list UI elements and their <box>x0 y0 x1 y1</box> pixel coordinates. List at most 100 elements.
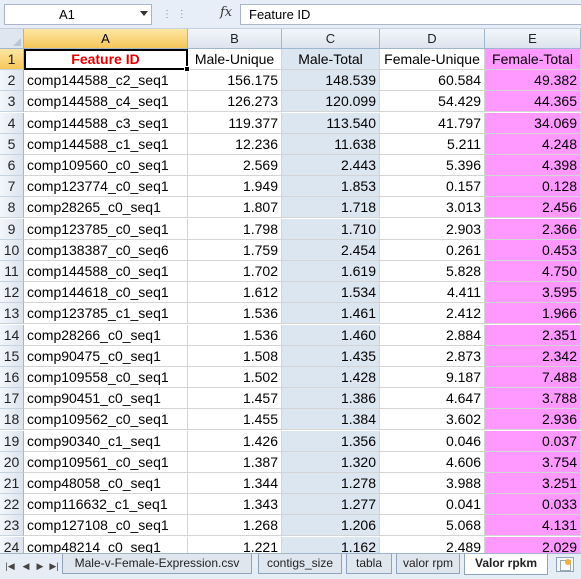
table-cell[interactable]: 126.273 <box>188 91 282 113</box>
table-cell[interactable]: 2.029 <box>485 536 581 558</box>
prev-sheet-icon[interactable]: ◀ <box>22 561 30 571</box>
table-cell[interactable]: 1.798 <box>188 218 282 240</box>
table-cell[interactable]: 1.343 <box>188 494 282 516</box>
table-cell[interactable]: 1.949 <box>188 176 282 198</box>
row-header[interactable]: 3 <box>0 91 24 113</box>
table-cell[interactable]: 0.261 <box>380 239 485 261</box>
table-cell[interactable]: 4.398 <box>485 155 581 176</box>
table-cell[interactable]: 3.602 <box>380 409 485 431</box>
sheet-tab[interactable]: Valor rpkm <box>464 554 548 575</box>
table-cell[interactable]: 5.211 <box>380 133 485 155</box>
row-header[interactable]: 9 <box>0 218 24 240</box>
table-cell[interactable]: 1.759 <box>188 239 282 261</box>
table-cell[interactable]: 113.540 <box>282 112 380 134</box>
table-cell[interactable]: 5.828 <box>380 261 485 282</box>
table-cell[interactable]: 1.426 <box>188 430 282 452</box>
row-header[interactable]: 10 <box>0 239 24 261</box>
table-cell[interactable]: 44.365 <box>485 91 581 113</box>
row-header[interactable]: 21 <box>0 473 24 494</box>
row-header[interactable]: 19 <box>0 430 24 452</box>
column-header-b[interactable]: B <box>188 29 282 49</box>
column-title-cell[interactable]: Female-Unique <box>380 49 485 70</box>
table-cell[interactable]: 3.013 <box>380 197 485 219</box>
table-cell[interactable]: 2.412 <box>380 303 485 325</box>
table-cell[interactable]: 1.702 <box>188 261 282 282</box>
row-header[interactable]: 7 <box>0 176 24 198</box>
table-cell[interactable]: comp28266_c0_seq1 <box>24 324 188 346</box>
row-header[interactable]: 15 <box>0 345 24 367</box>
table-cell[interactable]: 2.569 <box>188 155 282 176</box>
table-cell[interactable]: 1.384 <box>282 409 380 431</box>
insert-function-icon[interactable]: fx <box>220 5 233 20</box>
table-cell[interactable]: 4.647 <box>380 388 485 410</box>
table-cell[interactable]: comp144588_c0_seq1 <box>24 261 188 282</box>
table-cell[interactable]: comp144588_c4_seq1 <box>24 91 188 113</box>
table-cell[interactable]: 1.502 <box>188 367 282 388</box>
table-cell[interactable]: 0.157 <box>380 176 485 198</box>
table-cell[interactable]: 120.099 <box>282 91 380 113</box>
table-cell[interactable]: 1.460 <box>282 324 380 346</box>
table-cell[interactable]: 41.797 <box>380 112 485 134</box>
table-cell[interactable]: comp90340_c1_seq1 <box>24 430 188 452</box>
table-cell[interactable]: 4.248 <box>485 133 581 155</box>
table-cell[interactable]: 1.508 <box>188 345 282 367</box>
row-header[interactable]: 17 <box>0 388 24 410</box>
table-cell[interactable]: 1.268 <box>188 515 282 537</box>
table-cell[interactable]: 3.754 <box>485 451 581 473</box>
table-cell[interactable]: 0.037 <box>485 430 581 452</box>
row-header[interactable]: 2 <box>0 70 24 92</box>
column-title-cell[interactable]: Male-Unique <box>188 49 282 70</box>
row-header[interactable]: 5 <box>0 133 24 155</box>
table-cell[interactable]: comp123785_c0_seq1 <box>24 218 188 240</box>
table-cell[interactable]: 2.903 <box>380 218 485 240</box>
row-header[interactable]: 24 <box>0 536 24 558</box>
table-cell[interactable]: 1.536 <box>188 303 282 325</box>
table-cell[interactable]: comp123785_c1_seq1 <box>24 303 188 325</box>
table-cell[interactable]: 1.277 <box>282 494 380 516</box>
table-cell[interactable]: 0.128 <box>485 176 581 198</box>
name-box[interactable]: A1 <box>4 4 152 25</box>
row-header[interactable]: 6 <box>0 155 24 176</box>
table-cell[interactable]: 1.320 <box>282 451 380 473</box>
table-cell[interactable]: 1.853 <box>282 176 380 198</box>
select-all-corner[interactable] <box>0 29 24 49</box>
sheet-tab[interactable]: Male-v-Female-Expression.csv <box>62 554 252 574</box>
table-cell[interactable]: 1.612 <box>188 282 282 304</box>
table-cell[interactable]: 1.457 <box>188 388 282 410</box>
row-header[interactable]: 4 <box>0 112 24 134</box>
table-cell[interactable]: comp144618_c0_seq1 <box>24 282 188 304</box>
table-cell[interactable]: comp123774_c0_seq1 <box>24 176 188 198</box>
table-cell[interactable]: 1.718 <box>282 197 380 219</box>
table-cell[interactable]: 1.386 <box>282 388 380 410</box>
sheet-tab[interactable]: contigs_size <box>258 554 342 574</box>
table-cell[interactable]: comp109560_c0_seq1 <box>24 155 188 176</box>
table-cell[interactable]: 1.455 <box>188 409 282 431</box>
table-cell[interactable]: comp109561_c0_seq1 <box>24 451 188 473</box>
table-cell[interactable]: 0.453 <box>485 239 581 261</box>
table-cell[interactable]: 2.936 <box>485 409 581 431</box>
table-cell[interactable]: 5.396 <box>380 155 485 176</box>
table-cell[interactable]: 60.584 <box>380 70 485 92</box>
table-cell[interactable]: 9.187 <box>380 367 485 388</box>
table-cell[interactable]: 2.456 <box>485 197 581 219</box>
table-cell[interactable]: comp127108_c0_seq1 <box>24 515 188 537</box>
row-header[interactable]: 16 <box>0 367 24 388</box>
formula-bar-resize-icon[interactable]: ⋮ ⋮ <box>162 9 188 20</box>
column-header-a[interactable]: A <box>24 29 188 49</box>
table-cell[interactable]: comp28265_c0_seq1 <box>24 197 188 219</box>
table-cell[interactable]: comp109558_c0_seq1 <box>24 367 188 388</box>
table-cell[interactable]: 2.443 <box>282 155 380 176</box>
table-cell[interactable]: 1.278 <box>282 473 380 494</box>
table-cell[interactable]: 3.595 <box>485 282 581 304</box>
table-cell[interactable]: 0.041 <box>380 494 485 516</box>
row-header[interactable]: 22 <box>0 494 24 516</box>
table-cell[interactable]: 3.988 <box>380 473 485 494</box>
table-cell[interactable]: 1.710 <box>282 218 380 240</box>
table-cell[interactable]: 12.236 <box>188 133 282 155</box>
insert-sheet-icon[interactable] <box>556 557 574 572</box>
table-cell[interactable]: 148.539 <box>282 70 380 92</box>
table-cell[interactable]: 0.046 <box>380 430 485 452</box>
table-cell[interactable]: 119.377 <box>188 112 282 134</box>
table-cell[interactable]: comp144588_c3_seq1 <box>24 112 188 134</box>
row-header[interactable]: 11 <box>0 261 24 282</box>
